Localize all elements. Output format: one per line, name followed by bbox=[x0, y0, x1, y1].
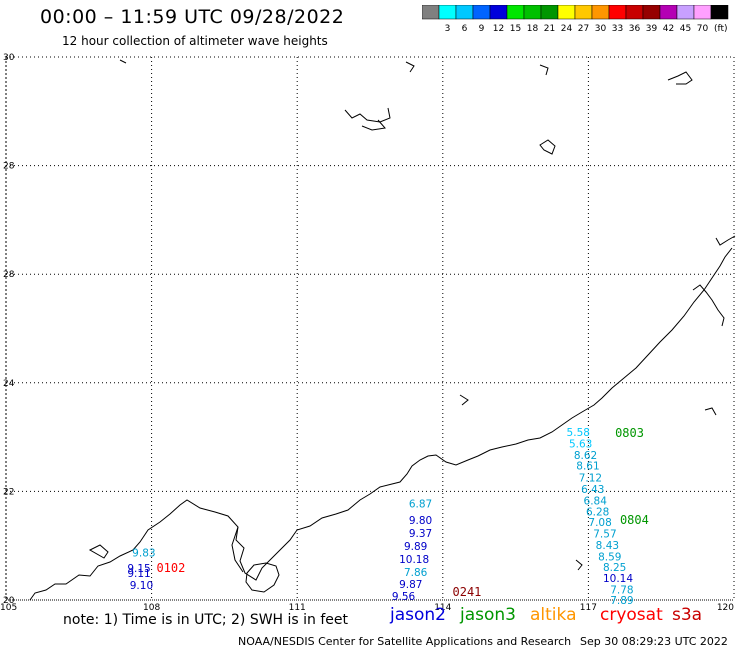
scale-label: 21 bbox=[544, 24, 555, 34]
wave-height-value: 9.87 bbox=[399, 579, 422, 591]
generation-timestamp: Sep 30 08:29:23 UTC 2022 bbox=[580, 635, 728, 648]
scale-label: 24 bbox=[561, 24, 573, 34]
wave-height-value: 6.87 bbox=[409, 499, 432, 511]
lat-tick-label: 20 bbox=[3, 596, 15, 606]
pass-time-label: 0102 bbox=[156, 561, 185, 575]
scale-label: 36 bbox=[629, 24, 641, 34]
wave-height-value: 8.61 bbox=[576, 461, 599, 473]
wave-height-value: 5.58 bbox=[567, 427, 590, 439]
scale-label: 70 bbox=[697, 24, 709, 34]
scale-label: 42 bbox=[663, 24, 674, 34]
wave-height-value: 9.15 bbox=[127, 563, 150, 575]
wave-height-value: 8.59 bbox=[598, 551, 621, 563]
wave-height-value: 9.89 bbox=[404, 541, 427, 553]
satellite-legend-altika: altika bbox=[530, 605, 577, 625]
lat-tick-label: 28 bbox=[3, 270, 15, 280]
satellite-legend-cryosat: cryosat bbox=[600, 605, 663, 625]
pass-time-label: 0803 bbox=[615, 426, 644, 440]
wave-height-value: 9.37 bbox=[409, 528, 432, 540]
wave-height-value: 5.63 bbox=[569, 438, 592, 450]
coastline bbox=[29, 59, 736, 601]
wave-height-value: 10.18 bbox=[399, 554, 429, 566]
scale-label: 3 bbox=[445, 24, 451, 34]
wave-height-value: 9.83 bbox=[132, 548, 155, 560]
wave-height-value: 6.28 bbox=[586, 506, 609, 518]
wave-height-value: 9.80 bbox=[409, 515, 432, 527]
wave-height-value: 10.14 bbox=[603, 573, 633, 585]
scale-label: 27 bbox=[578, 24, 589, 34]
lat-tick-label: 22 bbox=[3, 487, 14, 497]
scale-label: 33 bbox=[612, 24, 623, 34]
credit-line: NOAA/NESDIS Center for Satellite Applica… bbox=[238, 635, 572, 648]
lon-tick-label: 108 bbox=[143, 603, 160, 613]
lat-tick-label: 28 bbox=[3, 162, 15, 172]
wave-height-value: 7.78 bbox=[610, 584, 633, 596]
footer-note: note: 1) Time is in UTC; 2) SWH is in fe… bbox=[63, 612, 349, 628]
satellite-legend-jason2: jason2 bbox=[390, 605, 446, 625]
scale-label: 18 bbox=[527, 24, 539, 34]
scale-label: 12 bbox=[493, 24, 504, 34]
satellite-legend-s3a: s3a bbox=[672, 605, 703, 625]
wave-height-value: 7.12 bbox=[579, 473, 602, 485]
axis-tick-labels: 105 108 111 114 117 120 20 22 24 28 28 30 bbox=[0, 53, 734, 613]
wave-height-value: 6.43 bbox=[581, 484, 604, 496]
wave-height-value: 7.08 bbox=[588, 517, 611, 529]
wave-height-value: 9.11 bbox=[127, 568, 150, 580]
scale-label: 15 bbox=[510, 24, 521, 34]
wave-height-value: 9.56 bbox=[392, 591, 416, 603]
pass-time-label: 0241 bbox=[453, 585, 482, 599]
map-title: 00:00 – 11:59 UTC 09/28/2022 bbox=[40, 6, 345, 28]
pass-time-label: 0804 bbox=[620, 513, 649, 527]
scale-label: 9 bbox=[479, 24, 485, 34]
wave-height-value: 8.25 bbox=[603, 562, 626, 574]
wave-height-value: 7.86 bbox=[404, 567, 428, 579]
lat-lon-grid bbox=[5, 56, 735, 601]
lat-tick-label: 30 bbox=[3, 53, 15, 63]
scale-label: 6 bbox=[462, 24, 468, 34]
wave-height-value: 8.43 bbox=[596, 540, 619, 552]
lon-tick-label: 117 bbox=[580, 603, 597, 613]
wave-height-value: 9.10 bbox=[130, 580, 153, 592]
scale-label: 39 bbox=[646, 24, 658, 34]
scale-label: 45 bbox=[680, 24, 691, 34]
map-subtitle: 12 hour collection of altimeter wave hei… bbox=[62, 34, 328, 48]
satellite-legend-jason3: jason3 bbox=[460, 605, 516, 625]
scale-unit: (ft) bbox=[714, 24, 728, 34]
lon-tick-label: 111 bbox=[289, 603, 306, 613]
lon-tick-label: 105 bbox=[0, 603, 17, 613]
scale-swatch bbox=[710, 5, 729, 20]
wave-height-value: 7.89 bbox=[610, 595, 633, 607]
wave-height-value: 7.57 bbox=[593, 529, 616, 541]
scale-label: 30 bbox=[595, 24, 607, 34]
wave-height-value: 6.84 bbox=[584, 495, 608, 507]
wave-height-value: 8.62 bbox=[574, 450, 597, 462]
lat-tick-label: 24 bbox=[3, 379, 15, 389]
color-scale-legend: 3 6 9 12 15 18 21 24 27 30 33 36 39 42 45 70 (ft) bbox=[422, 5, 729, 34]
lon-tick-label: 114 bbox=[434, 603, 451, 613]
lon-tick-label: 120 bbox=[717, 603, 734, 613]
wave-height-labels: 9.839.159.119.106.879.809.379.8910.187.8… bbox=[127, 426, 649, 607]
